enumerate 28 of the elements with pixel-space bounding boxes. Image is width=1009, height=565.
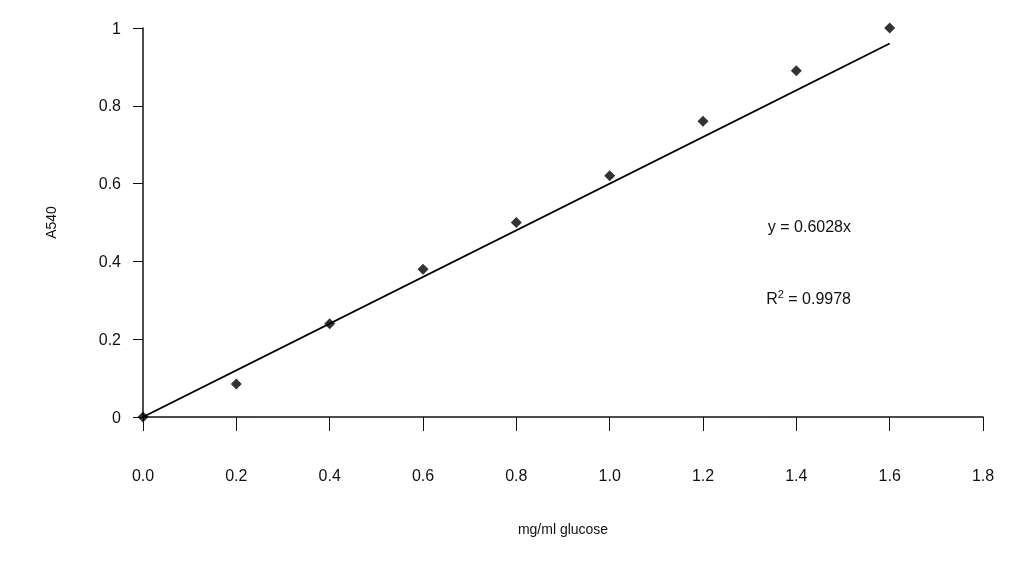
- point: [697, 115, 709, 127]
- x-axis-title: mg/ml glucose: [517, 521, 609, 537]
- x-tick-label: 0.8: [505, 466, 528, 484]
- x-tick-label: 0.2: [225, 466, 248, 484]
- x-tick-label: 1.8: [971, 466, 995, 484]
- point: [884, 22, 896, 34]
- x-tick-label: 1.4: [785, 466, 808, 484]
- point: [137, 411, 149, 423]
- x-tick-label: 0.0: [131, 466, 155, 484]
- point: [790, 65, 802, 77]
- y-tick-label: 0.6: [98, 175, 122, 193]
- y-axis-title: A540: [43, 205, 59, 239]
- point: [324, 318, 336, 330]
- y-tick-label: 1: [112, 19, 122, 37]
- x-tick-label: 1.2: [691, 466, 715, 484]
- x-tick-label: 0.6: [411, 466, 435, 484]
- point: [604, 170, 616, 182]
- point: [510, 217, 522, 228]
- point: [230, 378, 242, 390]
- y-tick-label: 0.8: [98, 97, 122, 115]
- x-tick-label: 1.0: [598, 466, 621, 484]
- annotation: y = 0.6028x: [767, 217, 851, 235]
- y-tick-label: 0: [112, 408, 122, 426]
- x-tick-label: 0.4: [318, 466, 341, 484]
- y-tick-label: 0.4: [98, 252, 122, 270]
- point: [417, 263, 429, 275]
- x-tick-label: 1.6: [878, 466, 901, 484]
- y-tick-label: 0.2: [98, 330, 122, 348]
